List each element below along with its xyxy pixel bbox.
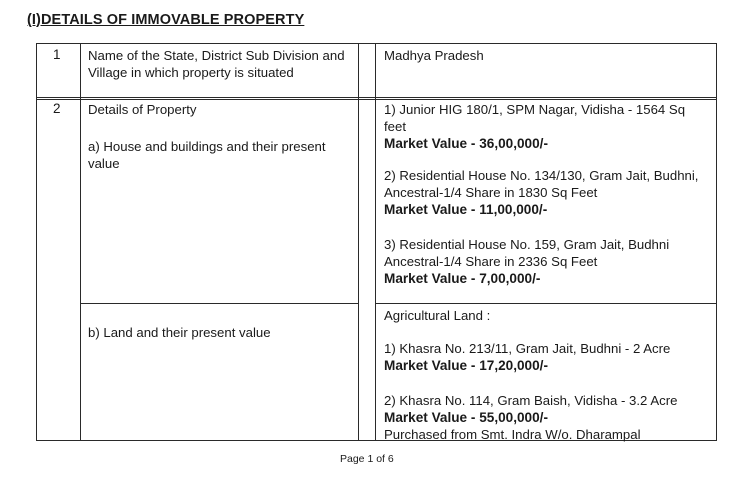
- house-entry-3: 3) Residential House No. 159, Gram Jait,…: [384, 236, 706, 287]
- subrow-divider-label: [80, 303, 359, 304]
- house-entry-1: 1) Junior HIG 180/1, SPM Nagar, Vidisha …: [384, 101, 706, 152]
- land-2-market-value: Market Value - 55,00,000/-: [384, 410, 548, 425]
- row-divider-2: [36, 99, 716, 100]
- row-2-sub-a-label: a) House and buildings and their present…: [88, 139, 326, 171]
- row-1-label: Name of the State, District Sub Division…: [88, 48, 345, 80]
- table-border-bottom: [36, 440, 716, 441]
- table-border-top: [36, 43, 716, 44]
- land-1-description: 1) Khasra No. 213/11, Gram Jait, Budhni …: [384, 341, 671, 356]
- subrow-divider-value: [375, 303, 717, 304]
- house-entry-2: 2) Residential House No. 134/130, Gram J…: [384, 167, 706, 218]
- table-border-right: [716, 43, 717, 441]
- row-2-number: 2: [53, 101, 61, 116]
- house-3-description: 3) Residential House No. 159, Gram Jait,…: [384, 237, 670, 269]
- house-3-market-value: Market Value - 7,00,000/-: [384, 271, 541, 286]
- column-divider-label-2: [375, 43, 376, 441]
- house-2-market-value: Market Value - 11,00,000/-: [384, 202, 548, 217]
- column-divider-number: [80, 43, 81, 441]
- house-2-description: 2) Residential House No. 134/130, Gram J…: [384, 168, 699, 200]
- row-1-number: 1: [53, 47, 61, 62]
- row-2-sub-b-label: b) Land and their present value: [88, 325, 271, 340]
- row-divider: [36, 97, 716, 98]
- land-entry-1: 1) Khasra No. 213/11, Gram Jait, Budhni …: [384, 340, 709, 374]
- house-1-market-value: Market Value - 36,00,000/-: [384, 136, 548, 151]
- house-1-description: 1) Junior HIG 180/1, SPM Nagar, Vidisha …: [384, 102, 686, 134]
- land-entry-2: 2) Khasra No. 114, Gram Baish, Vidisha -…: [384, 392, 709, 443]
- row-1-value: Madhya Pradesh: [384, 48, 484, 63]
- page-footer: Page 1 of 6: [340, 453, 394, 465]
- land-2-description: 2) Khasra No. 114, Gram Baish, Vidisha -…: [384, 393, 678, 408]
- column-divider-label: [358, 43, 359, 441]
- land-1-market-value: Market Value - 17,20,000/-: [384, 358, 548, 373]
- land-heading: Agricultural Land :: [384, 308, 491, 323]
- row-2-label: Details of Property: [88, 102, 197, 117]
- land-2-purchase-note: Purchased from Smt. Indra W/o. Dharampal: [384, 427, 641, 442]
- document-heading: (I)DETAILS OF IMMOVABLE PROPERTY: [27, 12, 305, 28]
- table-border-left: [36, 43, 37, 441]
